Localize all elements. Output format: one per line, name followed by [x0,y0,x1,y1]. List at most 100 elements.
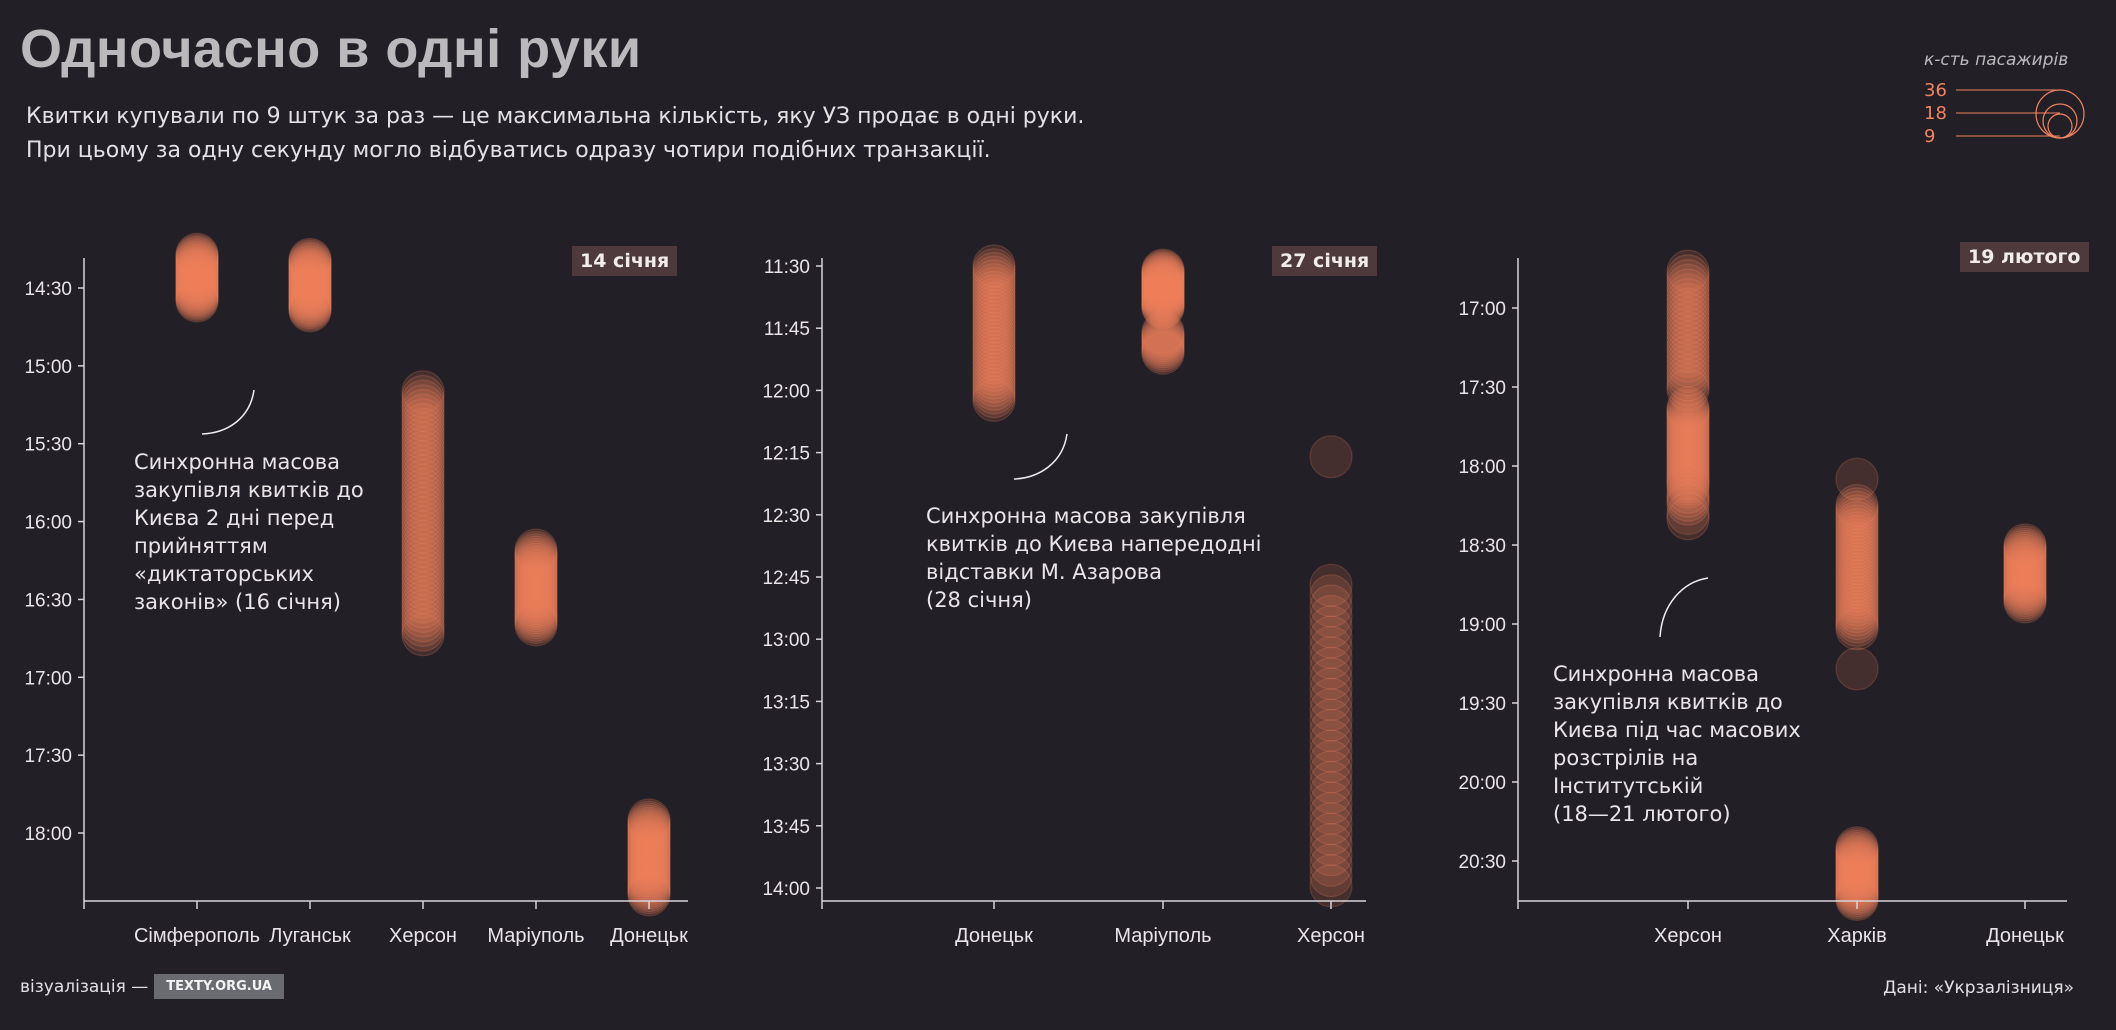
bubble [627,829,671,873]
bubble [1666,386,1710,430]
bubble [175,237,219,281]
bubble [1835,457,1879,501]
bubble [1835,603,1879,647]
bubble [175,248,219,292]
bubble [401,407,445,451]
bubble [175,252,219,297]
bubble [1835,842,1879,887]
bubble [1141,259,1185,303]
bubble [1666,420,1710,464]
bubble [1835,542,1879,586]
bubble [175,240,219,284]
bubble [2003,542,2047,586]
bubble [514,561,558,605]
bubble [2003,554,2047,599]
bubble [288,286,332,330]
bubble [1141,262,1185,306]
bubble [1835,866,1879,911]
bubble [175,265,219,309]
annotation-line: відставки М. Азарова [926,560,1163,584]
bubble [1835,562,1879,606]
bubble [972,378,1016,422]
bubble [401,500,445,545]
bubble [1835,607,1879,651]
bubble [1141,266,1185,310]
bubble [1835,877,1879,922]
bubble [175,246,219,290]
bubble [1141,323,1185,367]
bubble [1666,452,1710,496]
bubble [288,239,332,283]
bubble [1666,339,1710,383]
bubble [514,582,558,626]
bubble [1141,251,1185,295]
bubble [288,273,332,317]
bubble [1835,593,1879,637]
bubble [401,449,445,493]
bubble [288,244,332,288]
bubble [288,267,332,311]
bubble [1666,249,1710,293]
bubble [2003,567,2047,611]
bubble [972,319,1016,363]
bubble [1835,569,1879,613]
bubble [1141,331,1185,375]
bubble [972,270,1016,314]
bubble [1835,875,1879,920]
bubble [401,589,445,634]
bubble [288,287,332,331]
bubble [1835,583,1879,627]
bubble [175,274,219,318]
bubble [288,264,332,308]
bubble [514,596,558,640]
y-tick-label: 15:30 [24,435,72,456]
bubble [1309,760,1353,804]
bubble [2003,557,2047,601]
bubble [2003,529,2047,573]
y-tick-label: 12:45 [762,568,810,589]
bubble [1141,257,1185,301]
bubble [401,370,445,414]
legend-circles [1956,89,2085,139]
bubble [514,586,558,631]
bubble [288,255,332,299]
bubble [1666,282,1710,326]
bubble [288,261,332,305]
page-title: Одночасно в одні руки [20,19,642,79]
y-tick-label: 13:00 [762,630,810,651]
bubble [1666,410,1710,454]
bubble [1835,647,1879,691]
annotation-3: Синхронна масова закупівля квитків до Ки… [1553,660,1801,828]
bubble [288,259,332,303]
bubble [1141,321,1185,365]
bubble [288,248,332,292]
bubble [972,289,1016,333]
bubble [288,275,332,319]
bubble [514,600,558,645]
y-tick-label: 12:15 [762,444,810,465]
y-tick-label: 17:00 [24,668,72,689]
bubble [1835,555,1879,600]
bubble [514,593,558,638]
bubble [1666,478,1710,522]
bubble [288,289,332,333]
bubble [2003,523,2047,567]
bubble [1309,708,1353,753]
bubble [1309,791,1353,836]
bubble [1309,584,1353,628]
bubble [1835,857,1879,901]
bubble [401,412,445,456]
bubble [1666,399,1710,443]
bubble [627,848,671,892]
bubble [1666,301,1710,345]
bubble [627,833,671,877]
bubble [972,274,1016,318]
bubble [627,814,671,859]
bubble [401,613,445,657]
annotation-line: «диктаторських [134,562,314,586]
bubble [1666,402,1710,446]
credit-badge[interactable]: TEXTY.ORG.UA [154,974,284,999]
bubble [627,839,671,884]
bubble [1141,280,1185,325]
size-legend: к-сть пасажирів 36 18 9 [1900,46,2100,156]
